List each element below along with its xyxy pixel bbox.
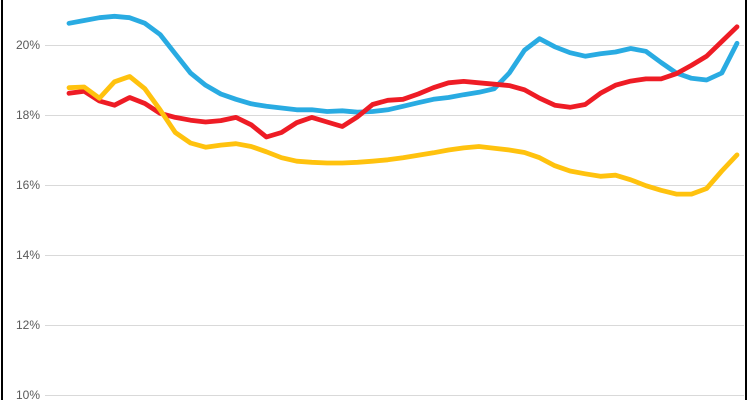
y-axis-tick-label: 14% xyxy=(15,248,40,262)
y-axis-tick-label: 16% xyxy=(15,178,40,192)
gridline-16 xyxy=(45,185,744,186)
gridline-12 xyxy=(45,325,744,326)
gridline-20 xyxy=(45,45,744,46)
yellow-series-line xyxy=(66,74,740,197)
gridline-10 xyxy=(45,395,744,396)
y-axis-tick-label: 10% xyxy=(15,388,40,400)
gridline-18 xyxy=(45,115,744,116)
blue-series-line xyxy=(66,13,740,115)
y-axis-tick-label: 12% xyxy=(15,318,40,332)
chart-left-border xyxy=(1,0,3,400)
red-series-line xyxy=(66,24,740,140)
y-axis-tick-label: 18% xyxy=(15,108,40,122)
gridline-14 xyxy=(45,255,744,256)
y-axis-tick-label: 20% xyxy=(15,38,40,52)
chart-right-border xyxy=(745,0,747,400)
